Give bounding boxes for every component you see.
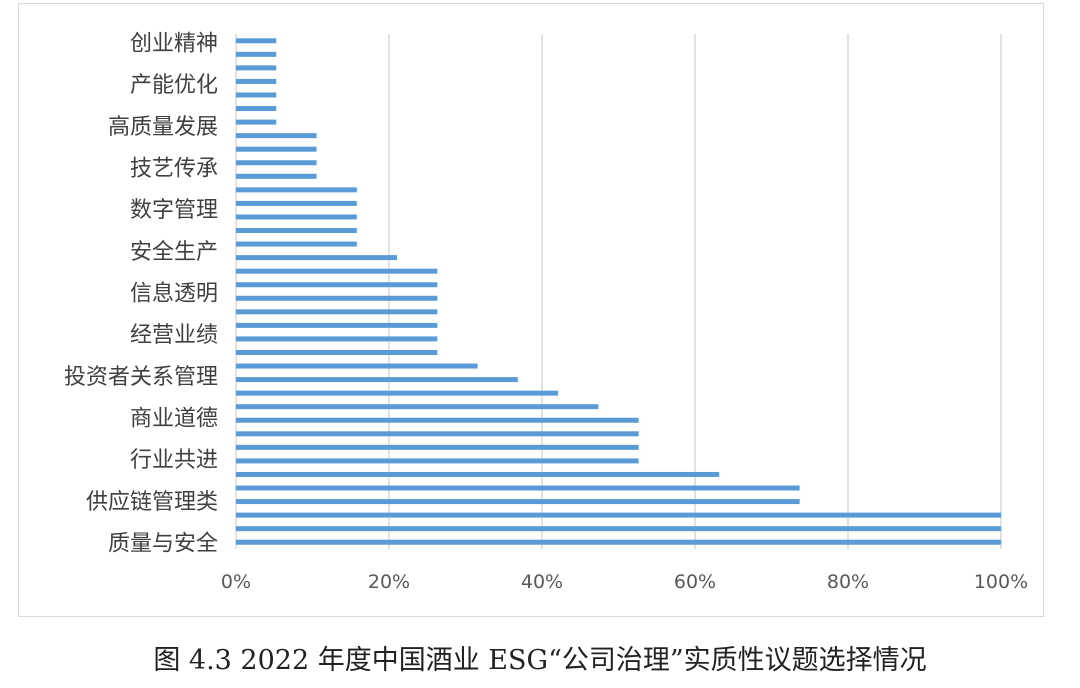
bar	[236, 228, 357, 234]
bar	[236, 404, 599, 410]
bar	[236, 526, 1001, 532]
x-tick-label: 100%	[974, 571, 1028, 593]
bar	[236, 539, 1001, 545]
bar	[236, 471, 720, 477]
x-tick-label: 80%	[827, 571, 869, 593]
bar	[236, 78, 277, 84]
category-label: 信息透明	[130, 282, 218, 307]
bar	[236, 146, 317, 152]
bar	[236, 187, 357, 193]
bar	[236, 268, 438, 274]
category-label: 数字管理	[130, 198, 218, 223]
category-label: 商业道德	[130, 407, 218, 432]
x-tick-label: 40%	[521, 571, 563, 593]
bar	[236, 51, 277, 57]
bar	[236, 200, 357, 206]
figure-caption: 图 4.3 2022 年度中国酒业 ESG“公司治理”实质性议题选择情况	[153, 645, 927, 676]
category-label: 安全生产	[130, 240, 218, 265]
bar	[236, 499, 800, 505]
bar	[236, 322, 438, 328]
bar	[236, 390, 559, 396]
bar	[236, 133, 317, 139]
bar	[236, 377, 518, 383]
bar	[236, 431, 639, 437]
bar	[236, 282, 438, 288]
category-label: 高质量发展	[108, 115, 218, 140]
bar	[236, 160, 317, 166]
category-label: 技艺传承	[130, 157, 218, 182]
bar	[236, 119, 277, 125]
bar	[236, 485, 800, 491]
bar	[236, 241, 357, 247]
x-tick-label: 60%	[674, 571, 716, 593]
bar	[236, 295, 438, 301]
bar	[236, 106, 277, 112]
bar	[236, 417, 639, 423]
category-label: 质量与安全	[108, 532, 218, 557]
bar	[236, 349, 438, 355]
bar	[236, 444, 639, 450]
category-label: 创业精神	[130, 32, 218, 57]
bar	[236, 214, 357, 220]
x-tick-label: 0%	[221, 571, 251, 593]
bar	[236, 255, 398, 261]
category-label: 投资者关系管理	[64, 365, 218, 390]
bar	[236, 38, 277, 44]
category-label: 供应链管理类	[86, 490, 218, 515]
category-label: 经营业绩	[130, 323, 218, 348]
bar	[236, 173, 317, 179]
bar	[236, 309, 438, 315]
bar	[236, 336, 438, 342]
category-label: 行业共进	[130, 448, 218, 473]
category-label: 产能优化	[130, 73, 218, 98]
bar	[236, 512, 1001, 518]
x-tick-label: 20%	[368, 571, 410, 593]
bar	[236, 92, 277, 98]
bar	[236, 65, 277, 71]
bar	[236, 458, 639, 464]
bar	[236, 363, 478, 369]
